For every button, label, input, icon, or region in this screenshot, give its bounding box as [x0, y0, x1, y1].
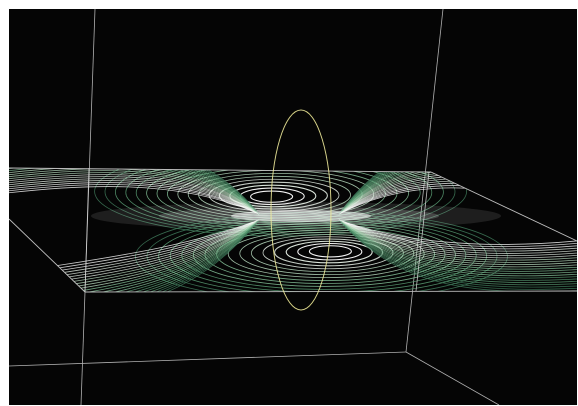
field-line-left — [9, 168, 260, 215]
field-line-left-lower — [9, 219, 260, 292]
field-line-right — [338, 168, 577, 215]
plane-edge-back — [9, 167, 432, 173]
field-line-right-lower — [338, 219, 577, 270]
field-line-left-lower — [9, 219, 260, 292]
field-line-left-lower — [9, 219, 260, 292]
field-line-right-lower — [338, 219, 577, 263]
field-line-right-lower — [338, 219, 577, 284]
field-line-right-lower — [338, 219, 577, 281]
field-line-right — [338, 168, 577, 215]
field-line-left — [9, 170, 260, 215]
field-loop — [274, 238, 384, 267]
scene-background — [9, 9, 577, 405]
field-loop — [250, 234, 404, 273]
field-line-left — [9, 172, 260, 215]
field-line-right-lower — [338, 219, 577, 261]
field-line-left — [9, 168, 260, 215]
field-line-left — [9, 168, 260, 215]
field-line-left-lower — [9, 219, 260, 292]
field-line-right-lower — [338, 219, 577, 272]
field-line-left — [9, 168, 260, 215]
field-line-left — [9, 168, 260, 215]
field-line-right-lower — [338, 219, 577, 252]
frame-edge-right — [405, 9, 444, 353]
field-line-right — [338, 168, 577, 215]
field-line-left-lower — [9, 219, 260, 292]
3d-viewport[interactable] — [9, 9, 577, 405]
field-loop — [104, 168, 456, 235]
field-line-left-lower — [9, 219, 260, 292]
field-line-left — [9, 168, 260, 215]
field-line-right-lower — [338, 219, 577, 248]
field-line-left — [9, 178, 260, 215]
field-line-left-lower — [9, 219, 260, 292]
field-line-left — [9, 168, 260, 215]
field-line-left — [9, 174, 260, 215]
field-line-right-lower — [338, 219, 577, 286]
field-line-right-lower — [338, 219, 577, 259]
field-line-right-lower — [338, 219, 577, 245]
field-line-right-lower — [338, 219, 577, 250]
field-line-right-lower — [338, 219, 577, 279]
field-line-scene — [9, 9, 577, 405]
field-line-right — [338, 168, 577, 215]
field-line-right-lower — [338, 219, 577, 254]
field-line-left — [9, 184, 260, 215]
current-loop-ring — [270, 109, 332, 311]
plane-edge-right — [430, 171, 577, 242]
field-line-left-lower — [9, 219, 260, 292]
field-line-left — [9, 168, 260, 215]
field-line-right — [338, 168, 577, 215]
field-line-right-lower — [338, 219, 577, 275]
field-loop — [125, 168, 433, 230]
field-loop — [135, 168, 421, 228]
field-line-right-lower — [338, 219, 577, 288]
field-line-left — [9, 182, 260, 215]
field-line-left — [9, 168, 260, 215]
field-line-right-lower — [338, 219, 577, 268]
field-line-right — [338, 168, 577, 215]
field-loop — [94, 168, 468, 237]
field-line-right-lower — [338, 219, 577, 277]
field-loop — [308, 245, 352, 258]
plane-edge-front — [84, 290, 577, 293]
field-line-left — [9, 168, 260, 215]
frame-edge-left-front — [84, 167, 90, 293]
field-line-right-lower — [338, 219, 577, 292]
frame-edge-floor-right — [405, 351, 500, 405]
field-line-right — [338, 168, 577, 215]
plane-edge-left — [9, 218, 86, 293]
frame-edge-right-front — [415, 171, 430, 292]
magnetic-field-lines — [9, 168, 577, 292]
field-line-right — [338, 168, 577, 215]
field-line-right — [338, 168, 577, 215]
field-line-left-lower — [9, 219, 260, 292]
field-line-left — [9, 168, 260, 215]
frame-edge-floor — [9, 351, 407, 367]
field-loop — [114, 168, 444, 232]
bounding-box-front-edges — [84, 167, 430, 293]
field-line-left — [9, 168, 260, 215]
field-line-right — [338, 168, 577, 215]
field-loop — [146, 168, 410, 226]
field-line-left-lower — [9, 219, 260, 292]
field-line-left — [9, 176, 260, 215]
field-line-right — [338, 168, 577, 215]
field-plane — [9, 167, 577, 293]
field-line-left-lower — [9, 219, 260, 292]
central-field-band — [91, 202, 501, 230]
field-line-right — [338, 168, 577, 215]
field-line-left — [9, 186, 260, 215]
field-line-right-lower — [338, 219, 577, 266]
field-line-right-lower — [338, 219, 577, 290]
field-line-left — [9, 180, 260, 215]
field-line-right-lower — [338, 219, 577, 257]
field-line-left-lower — [9, 219, 260, 292]
field-line-left-lower — [9, 219, 260, 292]
field-line-right — [338, 168, 577, 215]
